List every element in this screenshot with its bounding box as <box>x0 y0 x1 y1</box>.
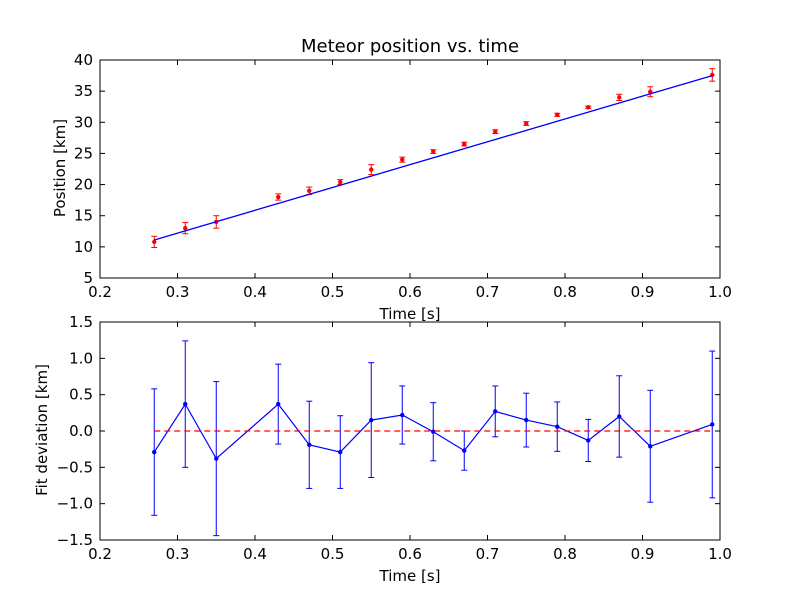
position-xtick-label: 0.6 <box>398 283 422 301</box>
deviation-ytick-label: 1.0 <box>69 349 93 367</box>
deviation-data-point <box>462 448 467 453</box>
position-ytick-label: 5 <box>83 269 93 287</box>
position-xtick-label: 0.4 <box>243 283 267 301</box>
deviation-data-point <box>214 456 219 461</box>
deviation-plot: Time [s] Fit deviation [km] 0.2 0.3 0.4 0.5… <box>33 313 732 585</box>
position-ytick-label: 40 <box>74 51 93 69</box>
deviation-data-point <box>648 444 653 449</box>
deviation-xtick-label: 0.4 <box>243 545 267 563</box>
position-data-point <box>586 105 591 110</box>
deviation-xtick-label: 0.5 <box>321 545 345 563</box>
deviation-data-point <box>338 449 343 455</box>
deviation-data-point <box>152 449 157 455</box>
deviation-data-point <box>183 401 188 407</box>
deviation-ytick-label: 0.0 <box>69 422 93 440</box>
deviation-ytick-label: −1.0 <box>57 495 93 513</box>
deviation-data-point <box>276 401 281 407</box>
position-plot-title: Meteor position vs. time <box>301 36 519 57</box>
position-fit-line <box>154 74 713 241</box>
position-data-point <box>152 239 157 245</box>
position-xtick-label: 0.5 <box>321 283 345 301</box>
position-plot-area: 0.2 0.3 0.4 0.5 0.6 0.7 0.8 0.9 1.0 5 10 15 20 25 30 35… <box>74 51 732 301</box>
deviation-data-point <box>493 409 498 414</box>
position-plot-xlabel: Time [s] <box>379 305 441 323</box>
position-xtick-label: 0.9 <box>631 283 655 301</box>
deviation-data-point <box>400 412 405 418</box>
position-ytick-label: 35 <box>74 82 93 100</box>
position-data-point <box>431 149 436 154</box>
position-ytick-label: 30 <box>74 113 93 131</box>
deviation-data-point <box>710 422 715 427</box>
deviation-xtick-label: 0.6 <box>398 545 422 563</box>
position-plot: Meteor position vs. time Time [s] Positi… <box>51 36 732 323</box>
position-data-point <box>400 157 405 162</box>
position-data-point <box>555 112 560 118</box>
position-data-point <box>617 95 622 100</box>
position-data-point <box>493 129 498 134</box>
deviation-xtick-label: 0.2 <box>88 545 112 563</box>
deviation-data-point <box>307 442 312 448</box>
deviation-data-point <box>431 429 436 434</box>
deviation-ytick-label: −1.5 <box>57 531 93 549</box>
deviation-data-point <box>524 417 529 423</box>
deviation-data-point <box>555 424 560 429</box>
position-xtick-label: 0.8 <box>553 283 577 301</box>
position-data-point <box>338 179 343 185</box>
position-ytick-label: 10 <box>74 238 93 256</box>
deviation-xtick-label: 0.7 <box>476 545 500 563</box>
position-xtick-label: 1.0 <box>708 283 732 301</box>
deviation-ytick-label: −0.5 <box>57 458 93 476</box>
deviation-plot-area: 0.2 0.3 0.4 0.5 0.6 0.7 0.8 0.9 1.0 −1.5 −1.0 −0.5 0… <box>57 313 732 563</box>
position-xtick-label: 0.3 <box>166 283 190 301</box>
deviation-plot-xlabel: Time [s] <box>379 567 441 585</box>
position-ytick-label: 20 <box>74 176 93 194</box>
position-xtick-label: 0.2 <box>88 283 112 301</box>
position-ytick-label: 25 <box>74 144 93 162</box>
position-data-point <box>462 141 467 147</box>
deviation-ytick-label: 1.5 <box>69 313 93 331</box>
deviation-ytick-label: 0.5 <box>69 386 93 404</box>
deviation-data-point <box>369 417 374 423</box>
position-data-point <box>276 194 281 200</box>
position-data-point <box>524 121 529 126</box>
deviation-plot-ylabel: Fit deviation [km] <box>33 364 51 496</box>
position-data-point <box>183 225 188 231</box>
deviation-xtick-label: 1.0 <box>708 545 732 563</box>
position-xtick-label: 0.7 <box>476 283 500 301</box>
deviation-xtick-label: 0.9 <box>631 545 655 563</box>
position-plot-ylabel: Position [km] <box>51 119 69 217</box>
deviation-xtick-label: 0.8 <box>553 545 577 563</box>
deviation-data-point <box>586 438 591 443</box>
deviation-data-point <box>617 414 622 419</box>
position-data-point <box>369 167 374 172</box>
deviation-xtick-label: 0.3 <box>166 545 190 563</box>
position-data-point <box>307 188 312 193</box>
position-ytick-label: 15 <box>74 207 93 225</box>
